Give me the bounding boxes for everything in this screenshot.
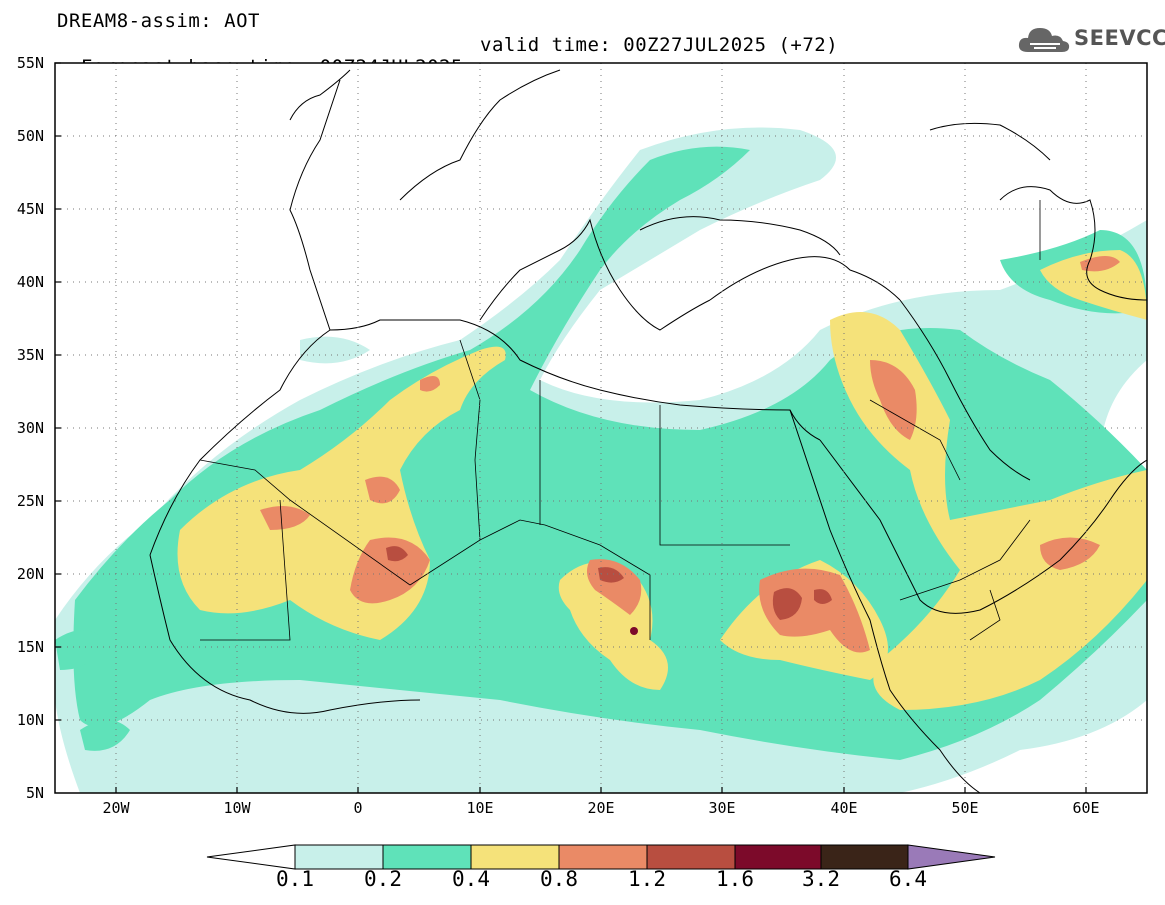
colorbar-bin xyxy=(558,844,648,870)
aot-level-1.6 xyxy=(630,627,638,635)
lon-label: 60E xyxy=(1072,799,1100,817)
seevccc-logo: SEEVCCC xyxy=(1016,22,1165,58)
lon-label: 40E xyxy=(830,799,858,817)
cloud-icon xyxy=(1018,28,1070,52)
colorbar-label: 3.2 xyxy=(802,867,840,891)
colorbar-bin xyxy=(734,844,822,870)
lat-label: 35N xyxy=(16,346,44,364)
colorbar xyxy=(206,844,996,870)
colorbar-label: 0.4 xyxy=(452,867,490,891)
colorbar-bin xyxy=(820,844,909,870)
tick-marks xyxy=(55,62,1087,793)
map-title: DREAM8-assim: AOT xyxy=(57,10,260,32)
country-borders xyxy=(199,200,1041,641)
aot-fields xyxy=(55,127,1147,793)
lon-label: 20W xyxy=(102,799,130,817)
lat-label: 55N xyxy=(16,54,44,72)
valid-time: valid time: 00Z27JUL2025 (+72) xyxy=(480,34,839,56)
colorbar-bin xyxy=(382,844,472,870)
colorbar-label: 0.8 xyxy=(540,867,578,891)
colorbar-below-arrow xyxy=(206,844,296,870)
lat-label: 10N xyxy=(16,711,44,729)
lat-label: 30N xyxy=(16,419,44,437)
lon-label: 50E xyxy=(951,799,979,817)
aot-level-1.2 xyxy=(386,546,832,620)
colorbar-bin xyxy=(646,844,736,870)
lon-label: 20E xyxy=(587,799,615,817)
lon-label: 0 xyxy=(353,799,363,817)
colorbar-label: 6.4 xyxy=(889,867,927,891)
colorbar-label: 0.1 xyxy=(276,867,314,891)
colorbar-above-arrow xyxy=(907,844,996,870)
gridlines xyxy=(55,63,1147,793)
lon-label: 10W xyxy=(223,799,251,817)
logo-text: SEEVCCC xyxy=(1074,26,1165,50)
lat-label: 50N xyxy=(16,127,44,145)
lat-label: 25N xyxy=(16,492,44,510)
lat-label: 20N xyxy=(16,565,44,583)
lon-label: 10E xyxy=(466,799,494,817)
colorbar-bin xyxy=(294,844,384,870)
colorbar-label: 0.2 xyxy=(364,867,402,891)
aot-level-0.8 xyxy=(260,256,1120,653)
lat-label: 5N xyxy=(25,784,44,802)
colorbar-bin xyxy=(470,844,560,870)
lat-label: 40N xyxy=(16,273,44,291)
lon-label: 30E xyxy=(708,799,736,817)
lat-label: 45N xyxy=(16,200,44,218)
lat-label: 15N xyxy=(16,638,44,656)
colorbar-label: 1.6 xyxy=(716,867,754,891)
colorbar-label: 1.2 xyxy=(628,867,666,891)
